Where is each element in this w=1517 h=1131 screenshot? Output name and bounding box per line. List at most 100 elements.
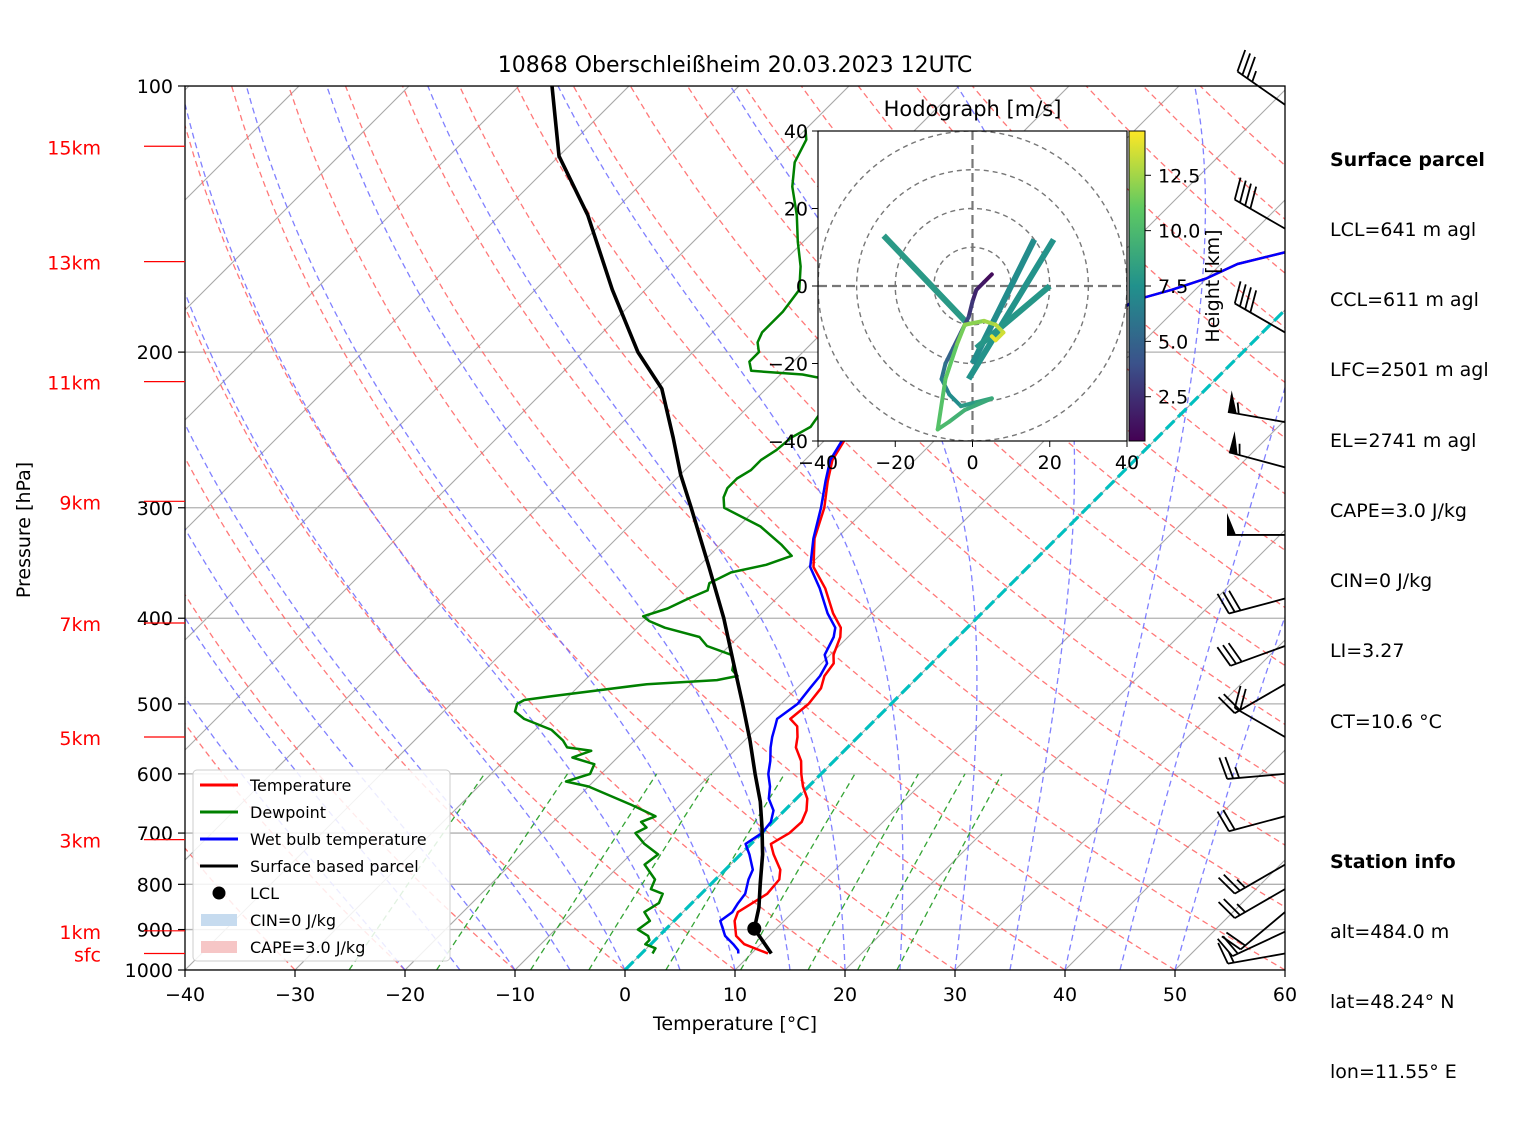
el-value: EL=2741 m agl <box>1330 430 1489 453</box>
wind-barb <box>1218 943 1285 964</box>
barb-staff <box>1241 912 1285 949</box>
y-tick-label: 100 <box>137 76 173 98</box>
barb-half-flag <box>1252 71 1256 82</box>
x-tick-label: 0 <box>619 984 631 1006</box>
skewt-chart: 10868 Oberschleißheim 20.03.2023 12UTC T… <box>0 0 1517 1056</box>
barb-flag <box>1235 178 1241 200</box>
x-tick-label: −30 <box>275 984 315 1006</box>
barb-flag <box>1219 902 1235 918</box>
hodograph-y-tick-label: 40 <box>784 121 808 143</box>
mixing-ratio-line <box>531 774 657 970</box>
barb-flag <box>1224 875 1240 891</box>
barb-half-flag <box>1238 403 1239 414</box>
surface-parcel-title: Surface parcel <box>1330 149 1489 172</box>
barb-flag <box>1219 878 1235 894</box>
colorbar-tick-label: 7.5 <box>1158 276 1188 298</box>
info-panel: Surface parcel LCL=641 m agl CCL=611 m a… <box>1330 102 1489 1131</box>
barb-flag <box>1240 181 1246 203</box>
x-tick-label: −10 <box>495 984 535 1006</box>
x-tick-label: 50 <box>1163 984 1187 1006</box>
y-tick-label: 600 <box>137 764 173 786</box>
cape-value: CAPE=3.0 J/kg <box>1330 500 1489 523</box>
barb-staff <box>1235 708 1285 737</box>
station-lat: lat=48.24° N <box>1330 991 1489 1014</box>
height-label: 9km <box>59 492 101 514</box>
hodograph-x-tick-label: 40 <box>1115 452 1139 474</box>
li-value: LI=3.27 <box>1330 640 1489 663</box>
mixing-ratio-line <box>437 774 568 970</box>
height-label: 5km <box>59 728 101 750</box>
legend-swatch <box>201 914 237 926</box>
barb-half-flag <box>1235 767 1239 778</box>
legend-label: Dewpoint <box>250 803 326 822</box>
station-lon: lon=11.55° E <box>1330 1061 1489 1084</box>
station-info-title: Station info <box>1330 851 1489 874</box>
wind-barb <box>1217 591 1285 614</box>
height-label: 11km <box>47 373 101 395</box>
wind-barb <box>1227 513 1285 535</box>
x-tick-label: 40 <box>1053 984 1077 1006</box>
ct-value: CT=10.6 °C <box>1330 711 1489 734</box>
colorbar-tick-label: 10.0 <box>1158 221 1200 243</box>
barb-flag <box>1219 697 1235 713</box>
lcl-point <box>747 922 761 936</box>
barb-flag <box>1250 187 1256 209</box>
barb-staff <box>1229 452 1285 467</box>
wind-barb <box>1217 810 1285 831</box>
cin-value: CIN=0 J/kg <box>1330 570 1489 593</box>
legend-label: Temperature <box>249 776 351 795</box>
colorbar-tick-label: 2.5 <box>1158 387 1188 409</box>
legend-swatch <box>213 887 226 900</box>
chart-title: 10868 Oberschleißheim 20.03.2023 12UTC <box>498 53 973 78</box>
barb-flag <box>1229 643 1242 662</box>
lcl-value: LCL=641 m agl <box>1330 219 1489 242</box>
wind-barb <box>1235 686 1285 737</box>
hodograph-y-tick-label: 0 <box>796 276 808 298</box>
y-tick-label: 800 <box>137 874 173 896</box>
wind-barb <box>1235 281 1285 332</box>
y-axis-label: Pressure [hPa] <box>13 462 35 598</box>
legend-label: Wet bulb temperature <box>250 830 427 849</box>
height-label: 13km <box>47 253 101 275</box>
wind-barb <box>1219 865 1285 894</box>
station-alt: alt=484.0 m <box>1330 921 1489 944</box>
x-tick-label: 60 <box>1273 984 1297 1006</box>
colorbar-tick-label: 12.5 <box>1158 165 1200 187</box>
legend-label: CAPE=3.0 J/kg <box>250 938 365 957</box>
skewt-figure: 10868 Oberschleißheim 20.03.2023 12UTC T… <box>0 0 1517 1056</box>
y-tick-label: 500 <box>137 694 173 716</box>
y-tick-label: 200 <box>137 342 173 364</box>
hodograph-x-tick-label: 0 <box>966 452 978 474</box>
lfc-value: LFC=2501 m agl <box>1330 359 1489 382</box>
wind-barbs <box>1217 50 1285 970</box>
legend: Temperature Dewpoint Wet bulb temperature S… <box>193 770 450 961</box>
colorbar-gradient <box>1129 131 1145 441</box>
mixing-ratio-line <box>897 774 1002 970</box>
barb-staff <box>1235 865 1285 894</box>
mixing-ratio-line <box>808 774 918 970</box>
barb-half-flag <box>1237 880 1245 888</box>
y-tick-label: 700 <box>137 823 173 845</box>
hodograph-y-tick-label: 20 <box>784 199 808 221</box>
height-label: 15km <box>47 137 101 159</box>
y-tick-label: 400 <box>137 608 173 630</box>
hodograph-title: Hodograph [m/s] <box>884 97 1062 121</box>
legend-label: CIN=0 J/kg <box>250 911 336 930</box>
height-label: 1km <box>59 922 101 944</box>
barb-half-flag <box>1237 904 1245 912</box>
colorbar-label: Height [km] <box>1202 229 1224 342</box>
barb-flag <box>1217 647 1230 666</box>
wind-barb <box>1218 932 1285 957</box>
legend-label: Surface based parcel <box>250 857 419 876</box>
legend-label: LCL <box>250 884 279 903</box>
wind-barb <box>1229 431 1285 467</box>
mixing-ratio-line <box>741 774 855 970</box>
x-tick-label: −40 <box>165 984 205 1006</box>
height-label: 3km <box>59 831 101 853</box>
ccl-value: CCL=611 m agl <box>1330 289 1489 312</box>
barb-flag <box>1223 645 1236 664</box>
wind-barb <box>1222 912 1285 949</box>
barb-pennant <box>1227 513 1236 535</box>
height-label: sfc <box>74 945 101 967</box>
